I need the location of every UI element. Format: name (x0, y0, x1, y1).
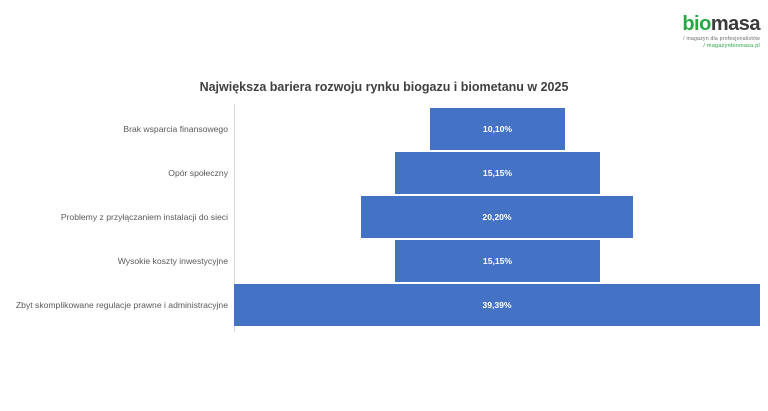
bar-value-label: 15,15% (482, 256, 513, 266)
category-label: Zbyt skomplikowane regulacje prawne i ad… (15, 300, 228, 310)
logo-wordmark: biomasa (656, 14, 760, 34)
bar-segment[interactable]: 10,10% (430, 108, 565, 150)
bar-value-label: 39,39% (482, 300, 512, 310)
bar-row: Opór społeczny 15,15% (0, 152, 768, 194)
logo-word-masa: masa (710, 13, 761, 35)
logo-tagline-website: / magazynbiomasa.pl (703, 43, 760, 50)
bar-row: Zbyt skomplikowane regulacje prawne i ad… (0, 284, 768, 326)
category-axis-line (234, 104, 235, 332)
bar-segment[interactable]: 15,15% (395, 240, 600, 282)
category-label: Opór społeczny (168, 168, 228, 178)
bar-row: Wysokie koszty inwestycyjne 15,15% (0, 240, 768, 282)
bar-segment[interactable]: 15,15% (395, 152, 600, 194)
category-label: Problemy z przyłączaniem instalacji do s… (60, 212, 228, 222)
bar-segment[interactable]: 20,20% (361, 196, 633, 238)
logo-tagline-primary: / magazyn dla profesjonalistów (683, 36, 760, 42)
bar-value-label: 10,10% (482, 124, 513, 134)
plot-area: Brak wsparcia finansowego 10,10% Opór sp… (0, 104, 768, 336)
logo-word-bio: bio (682, 13, 711, 35)
bar-value-label: 20,20% (482, 212, 512, 222)
bar-row: Brak wsparcia finansowego 10,10% (0, 108, 768, 150)
category-label: Wysokie koszty inwestycyjne (117, 256, 228, 266)
category-label: Brak wsparcia finansowego (123, 124, 228, 134)
bar-value-label: 15,15% (482, 168, 513, 178)
bar-segment[interactable]: 39,39% (234, 284, 760, 326)
bar-row: Problemy z przyłączaniem instalacji do s… (0, 196, 768, 238)
biomasa-logo[interactable]: biomasa / magazyn dla profesjonalistów /… (656, 14, 760, 50)
chart-title: Największa bariera rozwoju rynku biogazu… (199, 80, 569, 94)
